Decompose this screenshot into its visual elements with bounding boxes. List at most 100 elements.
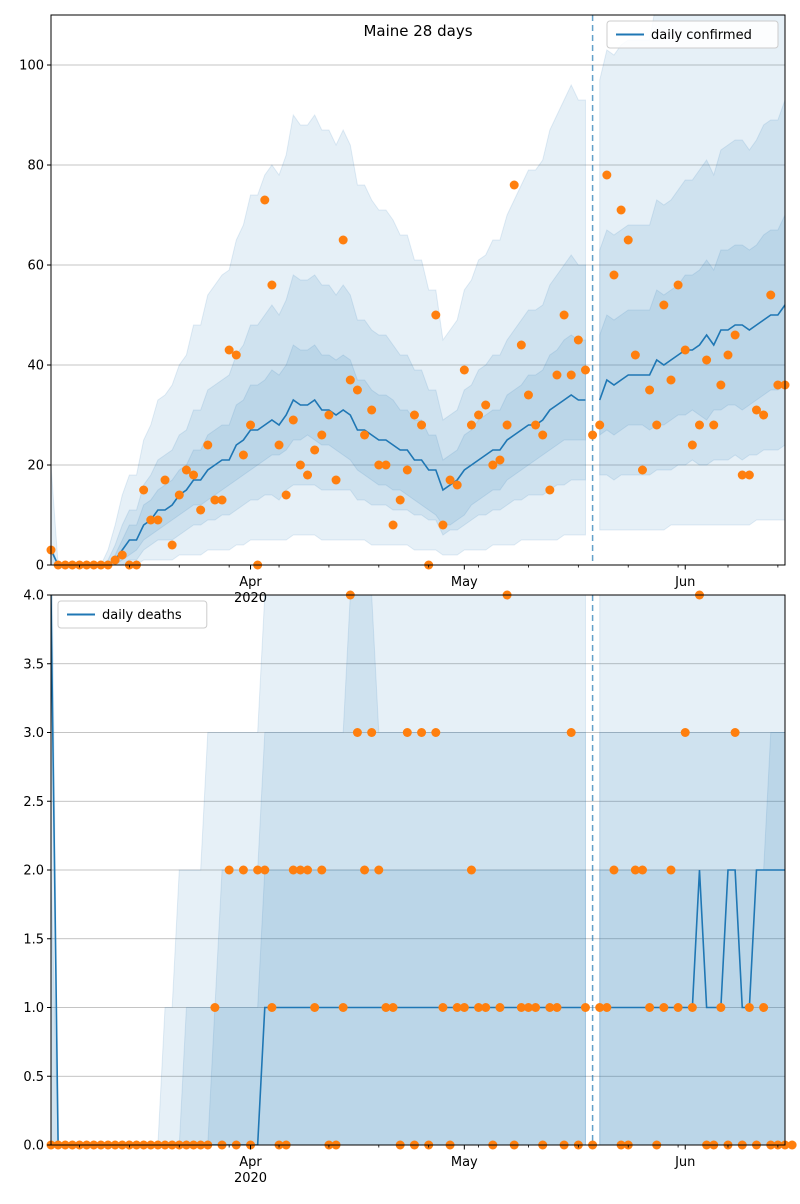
observed-point xyxy=(352,385,362,395)
observed-point xyxy=(673,1003,683,1012)
observed-point xyxy=(388,520,398,530)
observed-point xyxy=(288,865,298,875)
observed-point xyxy=(402,465,412,475)
band-80 xyxy=(599,732,785,1145)
observed-point xyxy=(659,1003,669,1012)
observed-point xyxy=(666,375,676,385)
observed-point xyxy=(317,430,327,440)
observed-point xyxy=(716,1003,726,1012)
legend-box xyxy=(57,600,208,629)
observed-point xyxy=(495,1003,505,1012)
observed-point xyxy=(274,440,284,450)
observed-point xyxy=(438,520,448,530)
observed-point xyxy=(602,170,612,180)
observed-point xyxy=(281,490,291,500)
x-tick-label: Apr xyxy=(239,575,262,590)
observed-point xyxy=(474,1003,484,1012)
observed-point xyxy=(623,235,633,245)
observed-point xyxy=(139,485,149,495)
observed-point xyxy=(659,300,669,310)
observed-point xyxy=(317,865,327,875)
observed-point xyxy=(744,470,754,480)
observed-point xyxy=(773,380,783,390)
observed-point xyxy=(196,505,206,515)
observed-point xyxy=(495,455,505,465)
band-50 xyxy=(51,334,586,565)
observed-point xyxy=(652,420,662,430)
observed-point xyxy=(566,728,576,737)
observed-point xyxy=(616,205,626,215)
legend-label: daily deaths xyxy=(102,608,182,623)
observed-point xyxy=(630,865,640,875)
observed-point xyxy=(238,450,248,460)
observed-point xyxy=(360,430,370,440)
observed-point xyxy=(224,345,234,355)
plot-area xyxy=(51,15,785,565)
observed-point xyxy=(666,865,676,875)
observed-point xyxy=(580,365,590,375)
observed-point xyxy=(759,410,769,420)
observed-point xyxy=(630,350,640,360)
observed-point xyxy=(602,1003,612,1012)
observed-point xyxy=(466,420,476,430)
smoothed-line-forecast xyxy=(599,869,785,1009)
y-tick-label: 4.0 xyxy=(23,589,44,604)
observed-point xyxy=(751,405,761,415)
observed-point xyxy=(174,490,184,500)
observed-point xyxy=(545,1003,555,1012)
observed-point xyxy=(367,728,377,737)
band-95 xyxy=(51,83,586,565)
observed-point xyxy=(338,1003,348,1012)
y-tick-label: 40 xyxy=(27,359,44,374)
observed-point xyxy=(402,728,412,737)
axes-frame xyxy=(50,14,786,566)
observed-point xyxy=(516,1003,526,1012)
observed-point xyxy=(502,420,512,430)
observed-point xyxy=(744,1003,754,1012)
observed-point xyxy=(709,420,719,430)
observed-point xyxy=(566,370,576,380)
observed-point xyxy=(694,420,704,430)
observed-point xyxy=(181,465,191,475)
observed-point xyxy=(374,460,384,470)
observed-point xyxy=(559,310,569,320)
observed-point xyxy=(609,865,619,875)
observed-point xyxy=(637,465,647,475)
observed-point xyxy=(324,410,334,420)
observed-point xyxy=(538,430,548,440)
observed-point xyxy=(267,280,277,290)
observed-point xyxy=(466,865,476,875)
observed-point xyxy=(395,495,405,505)
observed-point xyxy=(360,865,370,875)
observed-point xyxy=(231,350,241,360)
observed-point xyxy=(367,405,377,415)
observed-point xyxy=(409,410,419,420)
y-tick-label: 0.5 xyxy=(23,1070,44,1085)
observed-point xyxy=(766,290,776,300)
observed-point xyxy=(246,420,256,430)
observed-point xyxy=(459,1003,469,1012)
observed-point xyxy=(445,475,455,485)
observed-point xyxy=(687,1003,697,1012)
observed-point xyxy=(523,390,533,400)
observed-point xyxy=(117,550,127,560)
y-tick-label: 2.5 xyxy=(23,795,44,810)
observed-point xyxy=(217,495,227,505)
observed-point xyxy=(303,865,313,875)
observed-point xyxy=(438,1003,448,1012)
y-tick-label: 20 xyxy=(27,459,44,474)
y-tick-label: 3.5 xyxy=(23,657,44,672)
legend-label: daily confirmed xyxy=(651,28,752,43)
x-tick-sublabel: 2020 xyxy=(234,591,267,606)
observed-point xyxy=(680,728,690,737)
observed-point xyxy=(260,865,270,875)
observed-point xyxy=(730,728,740,737)
observed-point xyxy=(645,385,655,395)
legend: daily deaths xyxy=(57,600,208,629)
x-tick-label: Jun xyxy=(674,575,695,590)
observed-point xyxy=(474,410,484,420)
observed-point xyxy=(110,555,120,565)
observed-point xyxy=(531,1003,541,1012)
